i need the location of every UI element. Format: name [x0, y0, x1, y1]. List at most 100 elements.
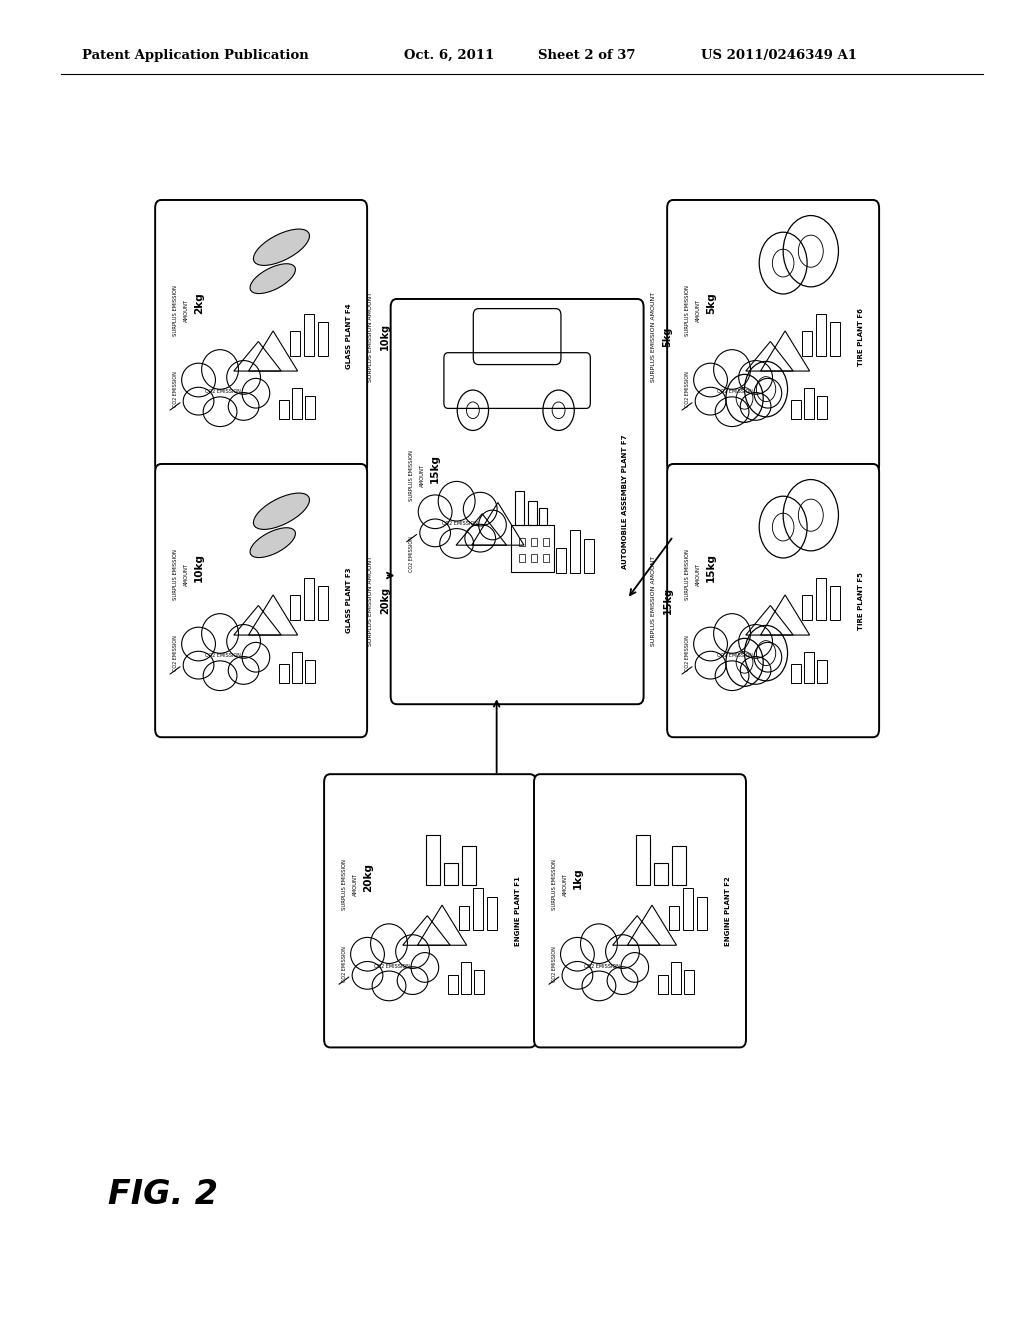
Ellipse shape [715, 661, 749, 690]
Ellipse shape [203, 397, 237, 426]
FancyBboxPatch shape [535, 774, 745, 1048]
FancyArrowPatch shape [407, 535, 417, 541]
Bar [684, 970, 694, 994]
Text: AUTOMOBILE ASSEMBLY PLANT F7: AUTOMOBILE ASSEMBLY PLANT F7 [623, 434, 628, 569]
Bar [829, 586, 840, 620]
Text: 1kg: 1kg [573, 867, 583, 888]
FancyBboxPatch shape [668, 463, 879, 737]
Ellipse shape [352, 961, 383, 989]
Text: CO2 EMISSION: CO2 EMISSION [205, 389, 241, 395]
Text: CO2 EMISSION: CO2 EMISSION [374, 964, 410, 969]
Bar [528, 502, 537, 525]
Ellipse shape [395, 935, 429, 969]
FancyArrowPatch shape [170, 403, 180, 411]
Bar [292, 388, 302, 420]
FancyArrowPatch shape [549, 977, 559, 985]
Text: FIG. 2: FIG. 2 [108, 1177, 217, 1212]
Text: CO2 EMISSION: CO2 EMISSION [173, 635, 178, 672]
Bar [518, 554, 524, 562]
Bar [290, 331, 300, 356]
Bar [530, 554, 537, 562]
Text: CO2 EMISSION: CO2 EMISSION [342, 945, 347, 982]
Text: CO2 EMISSION: CO2 EMISSION [685, 635, 690, 672]
Ellipse shape [695, 387, 726, 414]
Text: SURPLUS EMISSION: SURPLUS EMISSION [685, 285, 690, 335]
Bar [802, 331, 812, 356]
Text: SURPLUS EMISSION AMOUNT: SURPLUS EMISSION AMOUNT [369, 292, 373, 381]
Ellipse shape [181, 627, 215, 661]
Text: AMOUNT: AMOUNT [696, 562, 701, 586]
Ellipse shape [250, 528, 296, 557]
Ellipse shape [226, 360, 260, 395]
Bar [515, 491, 523, 525]
Bar [817, 396, 827, 420]
Bar [444, 863, 458, 884]
Text: 15kg: 15kg [663, 587, 673, 614]
FancyBboxPatch shape [668, 199, 879, 474]
Ellipse shape [621, 953, 648, 982]
Text: 5kg: 5kg [663, 326, 673, 347]
Bar [636, 834, 650, 884]
Text: GLASS PLANT F4: GLASS PLANT F4 [346, 304, 351, 370]
Bar [305, 396, 315, 420]
Text: SURPLUS EMISSION AMOUNT: SURPLUS EMISSION AMOUNT [651, 292, 655, 381]
Ellipse shape [418, 495, 452, 528]
Ellipse shape [478, 510, 506, 540]
FancyBboxPatch shape [156, 199, 368, 474]
Text: TIRE PLANT F6: TIRE PLANT F6 [858, 308, 863, 366]
Ellipse shape [411, 953, 438, 982]
Bar [461, 962, 471, 994]
Ellipse shape [582, 972, 615, 1001]
Text: CO2 EMISSION: CO2 EMISSION [173, 371, 178, 408]
Text: Patent Application Publication: Patent Application Publication [82, 49, 308, 62]
Bar [657, 974, 668, 994]
Text: ENGINE PLANT F2: ENGINE PLANT F2 [725, 876, 730, 945]
Bar [290, 595, 300, 620]
Text: CO2 EMISSION: CO2 EMISSION [441, 521, 477, 527]
Bar [511, 525, 554, 572]
Text: SURPLUS EMISSION: SURPLUS EMISSION [173, 285, 178, 335]
Ellipse shape [439, 528, 473, 558]
Text: 10kg: 10kg [380, 323, 390, 350]
Ellipse shape [562, 961, 593, 989]
Ellipse shape [605, 935, 639, 969]
Text: AMOUNT: AMOUNT [353, 873, 358, 896]
Ellipse shape [714, 350, 751, 389]
Bar [463, 846, 476, 884]
Ellipse shape [202, 614, 239, 653]
Text: SURPLUS EMISSION: SURPLUS EMISSION [685, 549, 690, 599]
Text: 5kg: 5kg [707, 293, 716, 314]
FancyBboxPatch shape [156, 463, 368, 737]
Ellipse shape [183, 387, 214, 414]
Bar [279, 400, 290, 420]
Ellipse shape [397, 966, 428, 994]
Ellipse shape [438, 482, 475, 521]
Bar [459, 906, 469, 931]
Ellipse shape [183, 651, 214, 678]
Bar [317, 322, 328, 356]
Text: AMOUNT: AMOUNT [184, 562, 189, 586]
Text: CO2 EMISSION: CO2 EMISSION [685, 371, 690, 408]
Bar [539, 508, 547, 525]
Ellipse shape [714, 614, 751, 653]
Bar [305, 660, 315, 684]
Text: 15kg: 15kg [707, 553, 716, 582]
Bar [317, 586, 328, 620]
Bar [584, 540, 594, 573]
Text: SURPLUS EMISSION: SURPLUS EMISSION [552, 859, 557, 909]
Text: ENGINE PLANT F1: ENGINE PLANT F1 [515, 876, 520, 945]
Text: SURPLUS EMISSION: SURPLUS EMISSION [342, 859, 347, 909]
Ellipse shape [463, 492, 497, 525]
Ellipse shape [253, 230, 309, 265]
Bar [673, 846, 686, 884]
FancyArrowPatch shape [682, 403, 692, 411]
Ellipse shape [372, 972, 406, 1001]
Bar [669, 906, 679, 931]
Text: CO2 EMISSION: CO2 EMISSION [584, 964, 620, 969]
FancyArrowPatch shape [682, 667, 692, 675]
Text: SURPLUS EMISSION: SURPLUS EMISSION [409, 450, 414, 500]
Bar [804, 652, 814, 684]
Text: AMOUNT: AMOUNT [563, 873, 568, 896]
Ellipse shape [242, 643, 269, 672]
Bar [817, 660, 827, 684]
